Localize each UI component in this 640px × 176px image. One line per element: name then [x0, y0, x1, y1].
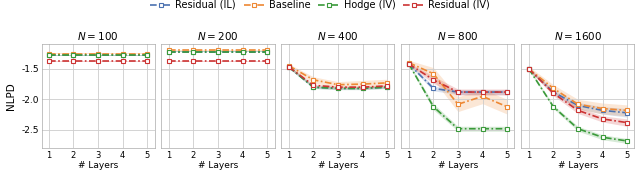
Title: $N = 1600$: $N = 1600$	[554, 30, 602, 42]
Legend: Residual (IL), Baseline, Hodge (IV), Residual (IV): Residual (IL), Baseline, Hodge (IV), Res…	[146, 0, 494, 14]
X-axis label: # Layers: # Layers	[78, 161, 118, 170]
Title: $N = 100$: $N = 100$	[77, 30, 119, 42]
Y-axis label: NLPD: NLPD	[6, 82, 15, 110]
X-axis label: # Layers: # Layers	[558, 161, 598, 170]
Title: $N = 400$: $N = 400$	[317, 30, 359, 42]
X-axis label: # Layers: # Layers	[318, 161, 358, 170]
Title: $N = 800$: $N = 800$	[437, 30, 479, 42]
Title: $N = 200$: $N = 200$	[197, 30, 239, 42]
X-axis label: # Layers: # Layers	[438, 161, 478, 170]
X-axis label: # Layers: # Layers	[198, 161, 238, 170]
